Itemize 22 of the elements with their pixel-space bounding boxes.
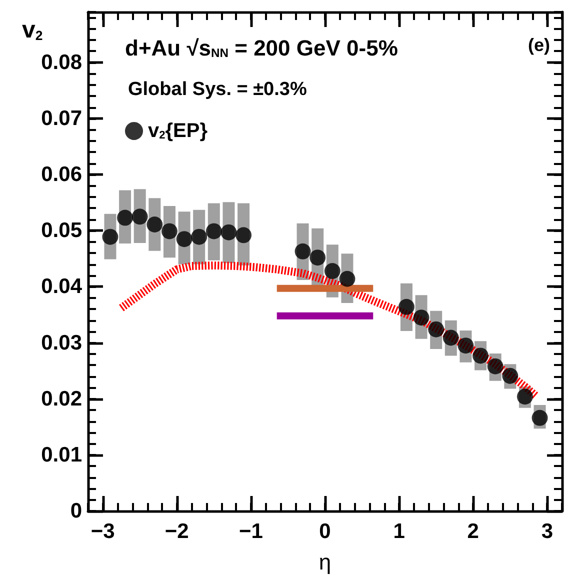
x-axis-title: η — [318, 550, 332, 574]
legend-label: v2{EP} — [148, 120, 208, 142]
x-tick-label: 2 — [467, 520, 479, 543]
y-axis-title: v2 — [22, 16, 43, 44]
x-tick-label: 0 — [319, 520, 331, 543]
x-tick-label: 1 — [393, 520, 406, 543]
y-tick-label: 0.02 — [41, 387, 82, 410]
y-tick-label: 0.03 — [41, 331, 82, 354]
y-tick-label: 0.01 — [41, 443, 82, 466]
annotation: (e) — [528, 35, 550, 55]
y-tick-label: 0.05 — [41, 219, 82, 242]
x-tick-label: −3 — [90, 520, 115, 543]
y-tick-label: 0.08 — [41, 50, 82, 74]
x-tick-label: 3 — [541, 520, 554, 543]
text: d+Au √sNN = 200 GeV 0-5% — [125, 36, 398, 60]
annotation: Global Sys. = ±0.3% — [128, 79, 307, 100]
y-tick-label: 0.04 — [41, 275, 82, 298]
y-tick-label: 0.06 — [41, 163, 82, 186]
x-tick-label: −2 — [164, 520, 189, 543]
x-tick-label: −1 — [238, 520, 264, 543]
y-tick-label: 0 — [70, 500, 82, 522]
y-tick-label: 0.07 — [41, 107, 82, 130]
